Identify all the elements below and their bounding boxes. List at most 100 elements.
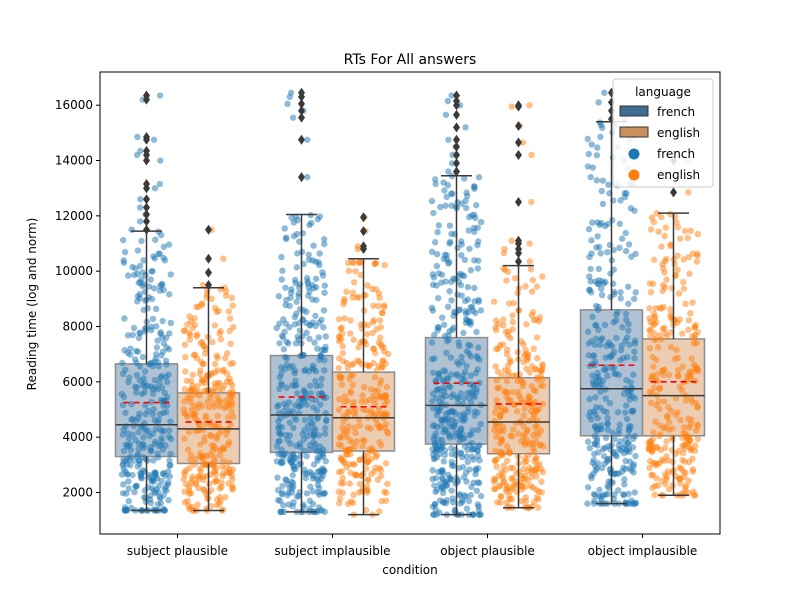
data-point-french xyxy=(617,295,624,302)
data-point-english xyxy=(674,354,681,362)
data-point-english xyxy=(370,413,378,420)
data-point-english xyxy=(214,367,222,374)
data-point-english xyxy=(338,336,345,343)
data-point-french xyxy=(621,481,628,488)
data-point-french xyxy=(316,250,323,257)
data-point-french xyxy=(284,436,291,444)
data-point-french xyxy=(604,372,611,380)
data-point-english xyxy=(497,493,504,500)
data-point-french xyxy=(632,250,639,258)
data-point-english xyxy=(194,501,201,508)
data-point-english xyxy=(349,294,357,301)
data-point-french xyxy=(465,497,473,505)
data-point-english xyxy=(661,284,669,291)
data-point-english xyxy=(357,271,364,279)
y-tick-label: 12000 xyxy=(55,209,93,223)
data-point-french xyxy=(475,257,482,264)
data-point-french xyxy=(606,399,614,407)
data-point-french xyxy=(622,457,629,465)
data-point-french xyxy=(431,176,439,183)
data-point-french xyxy=(134,463,141,470)
data-point-french xyxy=(135,440,143,447)
data-point-french xyxy=(590,491,598,498)
data-point-english xyxy=(653,371,661,378)
data-point-french xyxy=(601,89,608,96)
data-point-english xyxy=(503,393,510,400)
data-point-english xyxy=(652,462,660,469)
data-point-english xyxy=(223,403,231,411)
data-point-french xyxy=(463,478,470,485)
data-point-french xyxy=(167,461,174,469)
data-point-english xyxy=(493,404,500,411)
data-point-french xyxy=(167,450,174,458)
data-point-english xyxy=(503,350,511,358)
data-point-french xyxy=(307,483,314,490)
data-point-english xyxy=(528,151,535,159)
data-point-french xyxy=(466,431,473,439)
data-point-french xyxy=(279,459,286,466)
data-point-french xyxy=(607,353,615,361)
data-point-english xyxy=(675,475,683,483)
data-point-french xyxy=(631,489,638,496)
data-point-english xyxy=(694,366,701,373)
data-point-english xyxy=(494,368,502,375)
data-point-english xyxy=(222,292,230,299)
data-point-english xyxy=(198,300,206,307)
outlier-marker xyxy=(515,244,522,255)
data-point-english xyxy=(222,397,229,404)
data-point-english xyxy=(381,261,388,269)
data-point-english xyxy=(684,372,691,380)
data-point-french xyxy=(165,346,173,353)
data-point-french xyxy=(467,353,475,360)
data-point-french xyxy=(430,435,437,443)
data-point-french xyxy=(145,407,152,415)
data-point-english xyxy=(693,427,700,434)
data-point-english xyxy=(380,344,387,351)
data-point-french xyxy=(473,487,480,494)
data-point-french xyxy=(468,439,476,447)
data-point-french xyxy=(473,389,480,396)
data-point-french xyxy=(296,305,304,313)
data-point-english xyxy=(538,478,545,485)
x-axis-label: condition xyxy=(382,563,437,577)
data-point-english xyxy=(368,470,375,478)
data-point-french xyxy=(158,434,165,442)
data-point-french xyxy=(465,317,473,325)
data-point-english xyxy=(385,350,392,358)
data-point-english xyxy=(363,361,370,369)
data-point-french xyxy=(285,410,292,418)
chart-title: RTs For All answers xyxy=(344,52,477,68)
data-point-english xyxy=(652,418,659,425)
data-point-french xyxy=(124,471,131,478)
data-point-french xyxy=(317,401,324,408)
data-point-french xyxy=(589,372,596,379)
data-point-french xyxy=(594,306,602,313)
data-point-french xyxy=(585,225,593,233)
data-point-french xyxy=(460,395,468,402)
data-point-english xyxy=(209,460,217,467)
data-point-french xyxy=(584,328,592,335)
data-point-english xyxy=(186,313,193,320)
data-point-english xyxy=(680,468,687,475)
data-point-french xyxy=(475,174,483,181)
data-point-french xyxy=(428,197,436,205)
data-point-english xyxy=(662,444,669,451)
data-point-english xyxy=(508,103,515,110)
data-point-french xyxy=(163,402,171,409)
data-point-french xyxy=(282,284,289,291)
data-point-french xyxy=(446,222,454,229)
data-point-english xyxy=(211,380,218,387)
data-point-english xyxy=(500,477,508,485)
data-point-english xyxy=(655,432,663,440)
data-point-french xyxy=(620,491,627,498)
data-point-french xyxy=(593,244,600,251)
data-point-french xyxy=(302,474,309,482)
x-tick-label: subject plausible xyxy=(127,544,228,558)
data-point-english xyxy=(339,330,346,337)
data-point-french xyxy=(123,507,131,514)
data-point-english xyxy=(345,408,353,415)
data-point-french xyxy=(136,329,143,336)
data-point-english xyxy=(218,483,225,491)
data-point-french xyxy=(594,219,601,226)
data-point-french xyxy=(284,100,291,108)
